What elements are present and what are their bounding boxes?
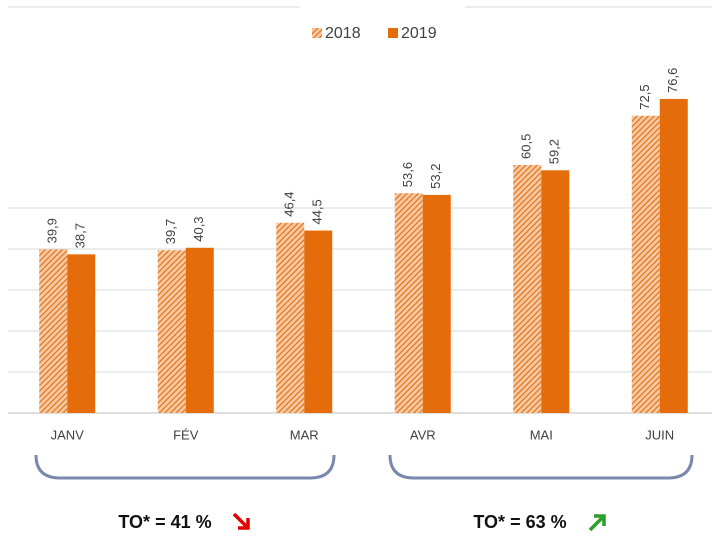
bar: [276, 222, 305, 413]
value-label: 53,6: [400, 162, 415, 187]
legend-label: 2018: [325, 25, 361, 42]
legend-swatch: [388, 28, 398, 38]
bar: [631, 115, 660, 413]
x-tick-label: AVR: [410, 427, 436, 442]
bar: [422, 194, 451, 413]
bar: [185, 247, 214, 413]
value-label: 44,5: [310, 199, 325, 224]
arrow-down: [232, 512, 250, 530]
bar: [157, 250, 186, 413]
bar: [394, 193, 423, 413]
value-label: 59,2: [547, 139, 562, 164]
bar: [659, 98, 688, 413]
value-label: 39,9: [45, 218, 60, 243]
value-label: 76,6: [665, 68, 680, 93]
x-tick-label: FÉV: [173, 427, 199, 442]
bracket: [388, 454, 694, 480]
value-label: 60,5: [519, 134, 534, 159]
legend-swatch: [312, 28, 322, 38]
x-tick-label: JUIN: [645, 427, 674, 442]
annotation: TO* = 41 %: [118, 512, 211, 532]
value-label: 39,7: [163, 219, 178, 244]
bracket: [34, 454, 336, 480]
bar: [304, 230, 333, 413]
value-label: 72,5: [637, 84, 652, 109]
bar: [39, 249, 68, 413]
legend-label: 2019: [401, 25, 437, 42]
arrow-up: [588, 514, 606, 532]
bar: [67, 254, 96, 413]
x-tick-label: MAR: [290, 427, 319, 442]
value-label: 53,2: [428, 164, 443, 189]
x-tick-label: MAI: [530, 427, 553, 442]
annotation: TO* = 63 %: [473, 512, 566, 532]
value-label: 40,3: [191, 216, 206, 241]
value-label: 46,4: [282, 191, 297, 216]
bar: [541, 170, 570, 413]
bar: [513, 164, 542, 413]
x-tick-label: JANV: [51, 427, 85, 442]
value-label: 38,7: [73, 223, 88, 248]
